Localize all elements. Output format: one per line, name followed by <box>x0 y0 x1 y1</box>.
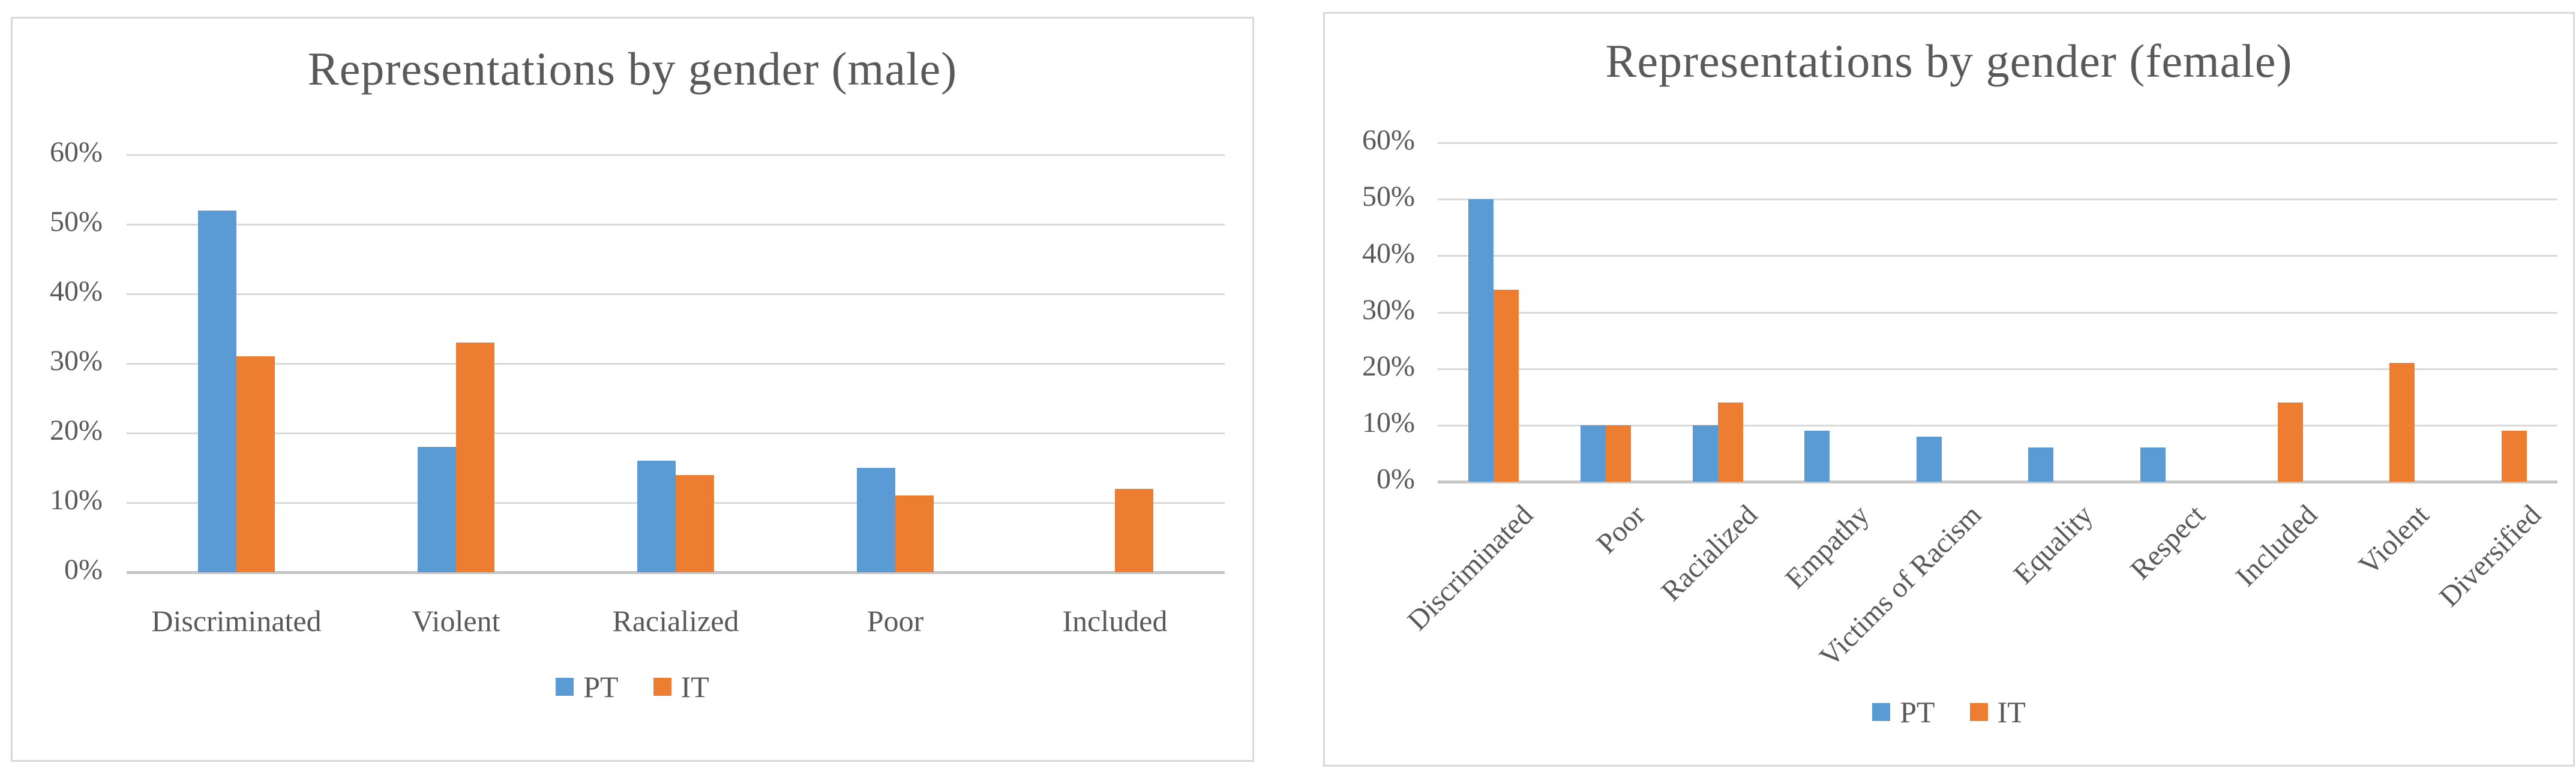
x-category-label-poor: Poor <box>866 604 924 638</box>
legend-label-it: IT <box>1997 695 2026 729</box>
bar-it-discriminated <box>1494 290 1519 482</box>
x-category-label-empathy: Empathy <box>1779 498 1876 595</box>
x-category-label-discriminated: Discriminated <box>151 604 322 638</box>
x-category-label-violent: Violent <box>2353 498 2436 581</box>
x-category-label-discriminated: Discriminated <box>1401 498 1540 637</box>
gridline-40% <box>1438 255 2557 257</box>
y-tick-label-0%: 0% <box>1377 463 1415 495</box>
y-tick-label-40%: 40% <box>50 275 103 308</box>
y-tick-label-50%: 50% <box>50 206 103 238</box>
legend-item-it: IT <box>653 669 709 704</box>
bar-pt-discriminated <box>1468 199 1494 482</box>
bar-pt-victims-of-racism <box>1916 437 1942 482</box>
bar-pt-discriminated <box>198 211 236 572</box>
x-category-label-included: Included <box>1062 604 1168 638</box>
x-category-label-racialized: Racialized <box>1654 498 1764 608</box>
x-axis-line <box>127 571 1225 574</box>
y-tick-label-60%: 60% <box>50 136 103 169</box>
gridline-60% <box>127 154 1225 156</box>
gridline-20% <box>127 432 1225 434</box>
gridline-40% <box>127 293 1225 295</box>
gridline-10% <box>1438 424 2557 426</box>
legend-swatch-it <box>1969 703 1988 721</box>
male-chart-plot-area: 60% 50% 40% 30% 20% 10% 0% Discriminated Violent… <box>13 19 1252 760</box>
bar-it-included <box>2277 402 2303 482</box>
legend-swatch-it <box>653 678 671 696</box>
bar-pt-violent <box>418 447 456 572</box>
x-category-label-violent: Violent <box>412 604 500 638</box>
bar-pt-poor <box>1580 425 1606 482</box>
legend-item-pt: PT <box>1872 695 1935 729</box>
x-category-label-included: Included <box>2229 498 2323 593</box>
bar-it-diversified <box>2501 431 2527 482</box>
x-axis-line <box>1438 480 2557 483</box>
y-tick-label-30%: 30% <box>50 345 103 377</box>
gridline-50% <box>1438 199 2557 201</box>
female-chart-plot-area: 60% 50% 40% 30% 20% 10% 0% Discriminated Poor Rac… <box>1325 14 2573 765</box>
female-chart-panel: Representations by gender (female) 60% 50… <box>1323 12 2575 767</box>
x-category-label-equality: Equality <box>2007 498 2100 591</box>
bar-it-racialized <box>1717 402 1743 482</box>
legend-label-pt: PT <box>1900 695 1935 729</box>
y-tick-label-20%: 20% <box>1362 350 1415 382</box>
y-tick-label-20%: 20% <box>50 414 103 447</box>
bar-it-racialized <box>676 475 714 572</box>
legend-swatch-pt <box>1872 703 1891 721</box>
bar-pt-equality <box>2028 447 2054 482</box>
legend: PT IT <box>13 669 1252 704</box>
x-category-label-racialized: Racialized <box>612 604 739 638</box>
bar-it-poor <box>895 495 934 572</box>
bar-it-violent <box>456 343 494 572</box>
x-category-label-diversified: Diversified <box>2433 498 2547 613</box>
legend-label-pt: PT <box>583 670 619 704</box>
bar-it-discriminated <box>236 356 275 572</box>
bar-it-violent <box>2389 363 2415 482</box>
gridline-50% <box>127 224 1225 226</box>
male-chart-title: Representations by gender (male) <box>307 42 958 95</box>
bar-pt-empathy <box>1804 431 1830 482</box>
y-tick-label-10%: 10% <box>50 484 103 516</box>
bar-pt-racialized <box>637 461 676 572</box>
bar-it-included <box>1115 489 1153 572</box>
legend-label-it: IT <box>680 670 709 704</box>
y-tick-label-0%: 0% <box>64 554 103 586</box>
bar-it-poor <box>1605 425 1631 482</box>
gridline-30% <box>1438 311 2557 314</box>
legend-swatch-pt <box>556 678 574 696</box>
x-category-label-poor: Poor <box>1590 498 1652 560</box>
legend-item-it: IT <box>1969 695 2026 729</box>
bar-pt-poor <box>857 468 895 572</box>
y-tick-label-30%: 30% <box>1362 293 1415 326</box>
x-category-label-respect: Respect <box>2124 498 2212 586</box>
y-tick-label-10%: 10% <box>1362 407 1415 439</box>
bar-pt-racialized <box>1692 425 1718 482</box>
male-chart-panel: Representations by gender (male) 60% 50% 4… <box>11 17 1254 762</box>
y-tick-label-50%: 50% <box>1362 181 1415 213</box>
y-tick-label-60%: 60% <box>1362 124 1415 157</box>
legend-item-pt: PT <box>556 669 619 704</box>
legend: PT IT <box>1325 695 2573 729</box>
y-tick-label-40%: 40% <box>1362 237 1415 269</box>
bar-pt-respect <box>2140 447 2166 482</box>
gridline-30% <box>127 363 1225 365</box>
gridline-20% <box>1438 368 2557 370</box>
female-chart-title: Representations by gender (female) <box>1605 34 2293 87</box>
gridline-60% <box>1438 142 2557 144</box>
